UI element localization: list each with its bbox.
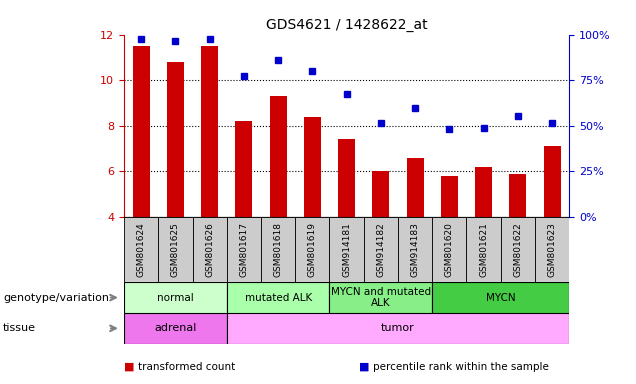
Text: GSM801618: GSM801618: [273, 222, 282, 277]
Bar: [227, 282, 329, 313]
Text: GSM801623: GSM801623: [548, 222, 556, 277]
Bar: [158, 217, 193, 282]
Text: GSM801624: GSM801624: [137, 222, 146, 277]
Bar: [329, 282, 432, 313]
Text: transformed count: transformed count: [138, 362, 235, 372]
Bar: [398, 217, 432, 282]
Text: tumor: tumor: [381, 323, 415, 333]
Title: GDS4621 / 1428622_at: GDS4621 / 1428622_at: [266, 18, 427, 32]
Text: tissue: tissue: [3, 323, 36, 333]
Bar: [167, 62, 184, 217]
Text: ■: ■: [124, 362, 135, 372]
Bar: [535, 217, 569, 282]
Text: GSM914183: GSM914183: [411, 222, 420, 277]
Text: GSM801625: GSM801625: [171, 222, 180, 277]
Bar: [475, 167, 492, 217]
Bar: [406, 158, 424, 217]
Text: MYCN: MYCN: [486, 293, 516, 303]
Text: GSM801619: GSM801619: [308, 222, 317, 277]
Bar: [441, 176, 458, 217]
Text: ■: ■: [359, 362, 370, 372]
Text: percentile rank within the sample: percentile rank within the sample: [373, 362, 550, 372]
Bar: [124, 282, 227, 313]
Bar: [124, 217, 158, 282]
Bar: [329, 217, 364, 282]
Bar: [132, 46, 149, 217]
Text: GSM801621: GSM801621: [479, 222, 488, 277]
Bar: [193, 217, 227, 282]
Bar: [544, 146, 561, 217]
Text: MYCN and mutated
ALK: MYCN and mutated ALK: [331, 287, 431, 308]
Bar: [270, 96, 287, 217]
Text: GSM801626: GSM801626: [205, 222, 214, 277]
Bar: [432, 282, 569, 313]
Bar: [509, 174, 527, 217]
Bar: [372, 171, 389, 217]
Bar: [201, 46, 218, 217]
Text: genotype/variation: genotype/variation: [3, 293, 109, 303]
Text: GSM801622: GSM801622: [513, 222, 522, 277]
Text: mutated ALK: mutated ALK: [244, 293, 312, 303]
Bar: [304, 117, 321, 217]
Bar: [227, 313, 569, 344]
Bar: [227, 217, 261, 282]
Bar: [432, 217, 466, 282]
Bar: [364, 217, 398, 282]
Text: GSM914182: GSM914182: [377, 222, 385, 277]
Bar: [235, 121, 252, 217]
Bar: [261, 217, 295, 282]
Text: GSM801620: GSM801620: [445, 222, 454, 277]
Bar: [338, 139, 355, 217]
Bar: [501, 217, 535, 282]
Text: GSM914181: GSM914181: [342, 222, 351, 277]
Text: adrenal: adrenal: [154, 323, 197, 333]
Text: normal: normal: [157, 293, 194, 303]
Bar: [466, 217, 501, 282]
Bar: [124, 313, 227, 344]
Bar: [295, 217, 329, 282]
Text: GSM801617: GSM801617: [239, 222, 249, 277]
